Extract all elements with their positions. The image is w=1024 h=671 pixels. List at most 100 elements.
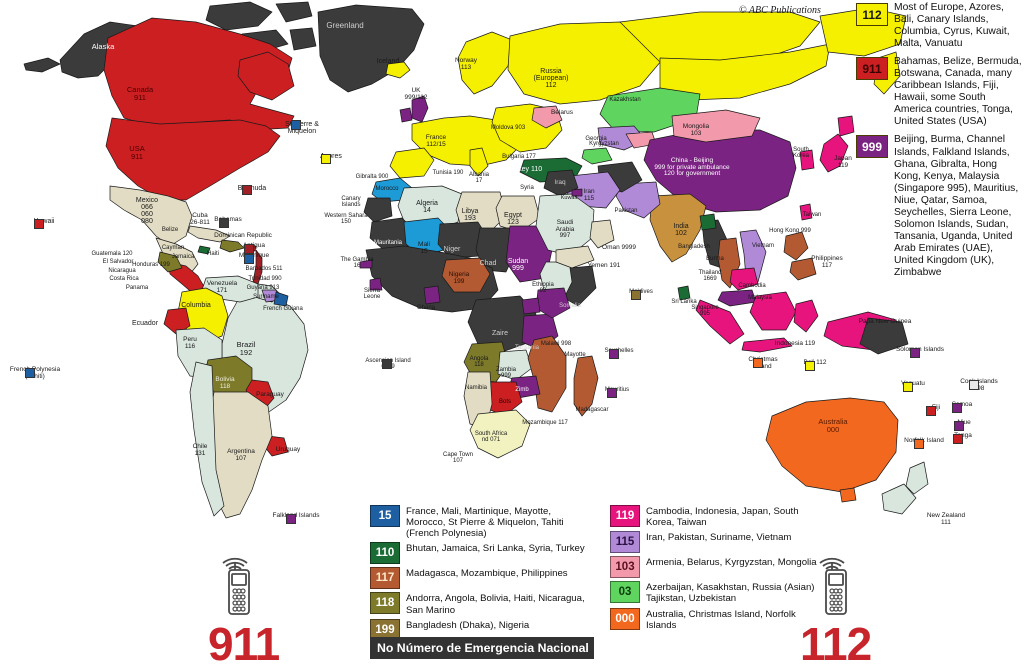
map-label-iraq: Iraq <box>554 179 566 186</box>
shape-sierraleone <box>369 277 383 291</box>
map-label-trinidad: Trinidad 990 <box>248 276 282 282</box>
map-label-malaysia: Malaysia <box>748 295 772 301</box>
map-label-belarus: Belarus <box>550 109 574 116</box>
sw-falkland <box>286 514 296 524</box>
map-label-honduras: Honduras 199 <box>132 262 170 268</box>
sw-bali <box>805 361 815 371</box>
map-label-oman: Oman 9999 <box>602 244 636 251</box>
no-national-number-bar: No Número de Emergencia Nacional <box>370 637 594 659</box>
shape-nz-north <box>905 461 929 495</box>
legend-text-15: France, Mali, Martinique, Mayotte, Moroc… <box>406 506 564 540</box>
map-label-mali: Mali 15 <box>418 241 430 255</box>
shape-kuwait <box>571 188 583 197</box>
map-label-kazakh: Kazakhstan <box>609 97 641 103</box>
map-label-cayman: Cayman <box>161 245 185 251</box>
map-label-madagascar: Madagascar <box>575 407 609 413</box>
sw-martinique <box>244 254 254 264</box>
map-label-sudan: Sudan 999 <box>507 258 529 273</box>
bottom-legend-left-column: 15 France, Mali, Martinique, Mayotte, Mor… <box>370 505 585 644</box>
map-label-albania: Albania 17 <box>468 172 489 185</box>
shape-zaire <box>467 295 537 353</box>
map-label-bots: Bots <box>498 399 511 405</box>
shape-cambodia <box>729 267 759 291</box>
map-label-cuba: Cuba 26-811 <box>190 212 210 226</box>
map-label-chad: Chad <box>479 260 497 267</box>
map-label-malawi: Malawi 998 <box>540 341 572 347</box>
sw-bermuda <box>242 185 252 195</box>
map-label-greenland: Greenland <box>326 21 364 30</box>
legend-row-999: 999 Beijing, Burma, Channel Islands, Falk… <box>856 134 1024 279</box>
legend-text-115: Iran, Pakistan, Suriname, Vietnam <box>646 532 792 544</box>
map-label-venezuela: Venezuela 171 <box>206 280 238 294</box>
shape-italy <box>469 147 489 177</box>
map-label-saudi: Saudi Arabia 997 <box>555 219 575 240</box>
copyright-credit: © ABC Publications <box>739 5 821 16</box>
map-label-bolivia: Bolivia 118 <box>215 376 235 390</box>
map-label-haiti: Haiti <box>206 251 219 257</box>
mobile-phone-icon-left <box>222 557 250 615</box>
shape-tasmania <box>839 487 857 503</box>
legend-row-000: 000 Australia, Christmas Island, Norfolk … <box>610 607 825 631</box>
shape-pakistan <box>615 181 661 219</box>
shape-philippines2 <box>789 257 817 281</box>
bottom-legend-right-column: 119 Cambodia, Indonesia, Japan, South Kor… <box>610 505 825 634</box>
shape-madagascar <box>573 355 599 417</box>
map-label-ethiopia: Ethiopia 92 <box>532 282 554 295</box>
map-label-yemen: Yemen 191 <box>587 262 621 269</box>
map-label-tunisia: Tunisia 190 <box>432 170 464 176</box>
map-label-panama: Panama <box>125 285 149 291</box>
map-label-usa: USA 911 <box>129 144 145 161</box>
map-label-moldova: Moldova 903 <box>490 125 526 131</box>
legend-text-119: Cambodia, Indonesia, Japan, South Korea,… <box>646 506 799 529</box>
legend-row-112: 112 Most of Europe, Azores, Bali, Canary … <box>856 2 1024 50</box>
map-label-pakistan: Pakistan <box>614 208 638 214</box>
shape-india <box>649 193 707 263</box>
shape-cuba <box>187 225 231 243</box>
map-label-syria: Syria <box>520 185 534 191</box>
legend-row-199: 199 Bangladesh (Dhaka), Nigeria <box>370 618 585 641</box>
map-label-cape-town: Cape Town 107 <box>443 452 473 465</box>
shape-iceland <box>385 61 411 79</box>
map-label-fiji: Fiji <box>931 404 941 411</box>
legend-row-119: 119 Cambodia, Indonesia, Japan, South Kor… <box>610 505 825 528</box>
map-label-alaska: Alaska <box>91 42 115 51</box>
map-label-philippines: Philippines 117 <box>811 255 843 269</box>
map-label-seychelles: Seychelles <box>574 348 664 354</box>
legend-badge-103: 103 <box>610 556 640 579</box>
legend-row-118: 118 Andorra, Angola, Bolivia, Haiti, Nica… <box>370 592 585 616</box>
map-label-vietnam: Vietnam <box>752 243 774 249</box>
map-label-nigeria: Nigeria 199 <box>448 271 470 285</box>
legend-row-103: 103 Armenia, Belarus, Kyrgyzstan, Mongoli… <box>610 556 825 579</box>
shape-nicaragua-olive <box>157 251 183 273</box>
map-label-new-zealand: New Zealand 111 <box>926 512 966 526</box>
legend-text-999: Beijing, Burma, Channel Islands, Falklan… <box>894 134 1019 278</box>
map-label-sri-lanka: Sri Lanka <box>671 299 697 305</box>
map-label-kyrgyzstan: Kyrgyzstan <box>589 141 619 147</box>
map-label-antigua: Antigua <box>209 242 299 250</box>
map-label-canada: Canada 911 <box>126 85 154 102</box>
shape-russia-eu <box>507 21 663 105</box>
map-label-georgia: Georgia <box>585 136 607 142</box>
shape-sulawesi <box>793 299 819 333</box>
legend-badge-119: 119 <box>610 505 640 527</box>
map-label-somalia: Somalia <box>559 303 581 309</box>
shape-mongolia <box>671 109 761 143</box>
shape-java <box>741 337 793 353</box>
legend-text-110: Bhutan, Jamaica, Sri Lanka, Syria, Turke… <box>406 543 585 555</box>
map-label-costa-rica: Costa Rica <box>109 276 139 282</box>
map-label-mayotte: Mayotte <box>564 352 586 358</box>
shape-oman <box>589 219 615 249</box>
map-label-morocco: Morocco <box>375 186 399 192</box>
sw-azores <box>321 154 331 164</box>
map-label-mexico: Mexico 066 060 080 <box>135 197 159 226</box>
shape-aleutians <box>23 57 61 73</box>
map-label-mozambique: Mozambique 117 <box>522 420 568 426</box>
sw-ascension <box>382 359 392 369</box>
map-label-papua: Papa New Guinea <box>858 318 912 325</box>
legend-row-911: 911 Bahamas, Belize, Bermuda, Botswana, C… <box>856 56 1024 128</box>
sw-st-pierre <box>291 120 301 130</box>
sw-niue <box>954 421 964 431</box>
shape-canada-east <box>237 51 295 101</box>
